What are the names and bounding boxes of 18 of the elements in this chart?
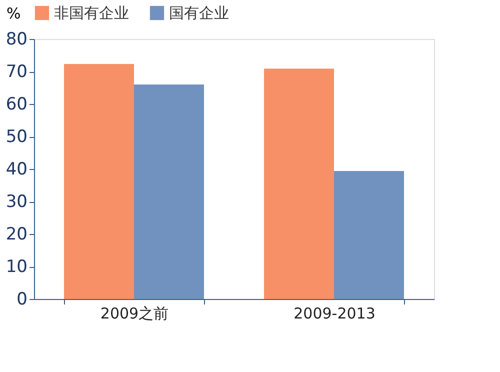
y-tick-label: 70 <box>6 62 28 82</box>
bar <box>264 68 334 299</box>
bar <box>134 84 204 299</box>
legend-label: 国有企业 <box>169 4 229 22</box>
y-tick-label: 80 <box>6 30 28 50</box>
y-tick-label: 30 <box>6 192 28 212</box>
y-axis-title: % <box>6 4 21 22</box>
y-tick-label: 40 <box>6 160 28 180</box>
y-tick-label: 0 <box>16 290 28 310</box>
x-tick-label: 2009-2013 <box>294 304 376 322</box>
bar <box>334 170 404 299</box>
y-tick-label: 50 <box>6 127 28 147</box>
y-tick-label: 10 <box>6 257 28 277</box>
bar <box>64 64 134 299</box>
y-tick-label: 20 <box>6 224 28 244</box>
y-tick-label: 60 <box>6 94 28 114</box>
legend-label: 非国有企业 <box>54 4 129 22</box>
x-tick-label: 2009之前 <box>100 304 169 322</box>
